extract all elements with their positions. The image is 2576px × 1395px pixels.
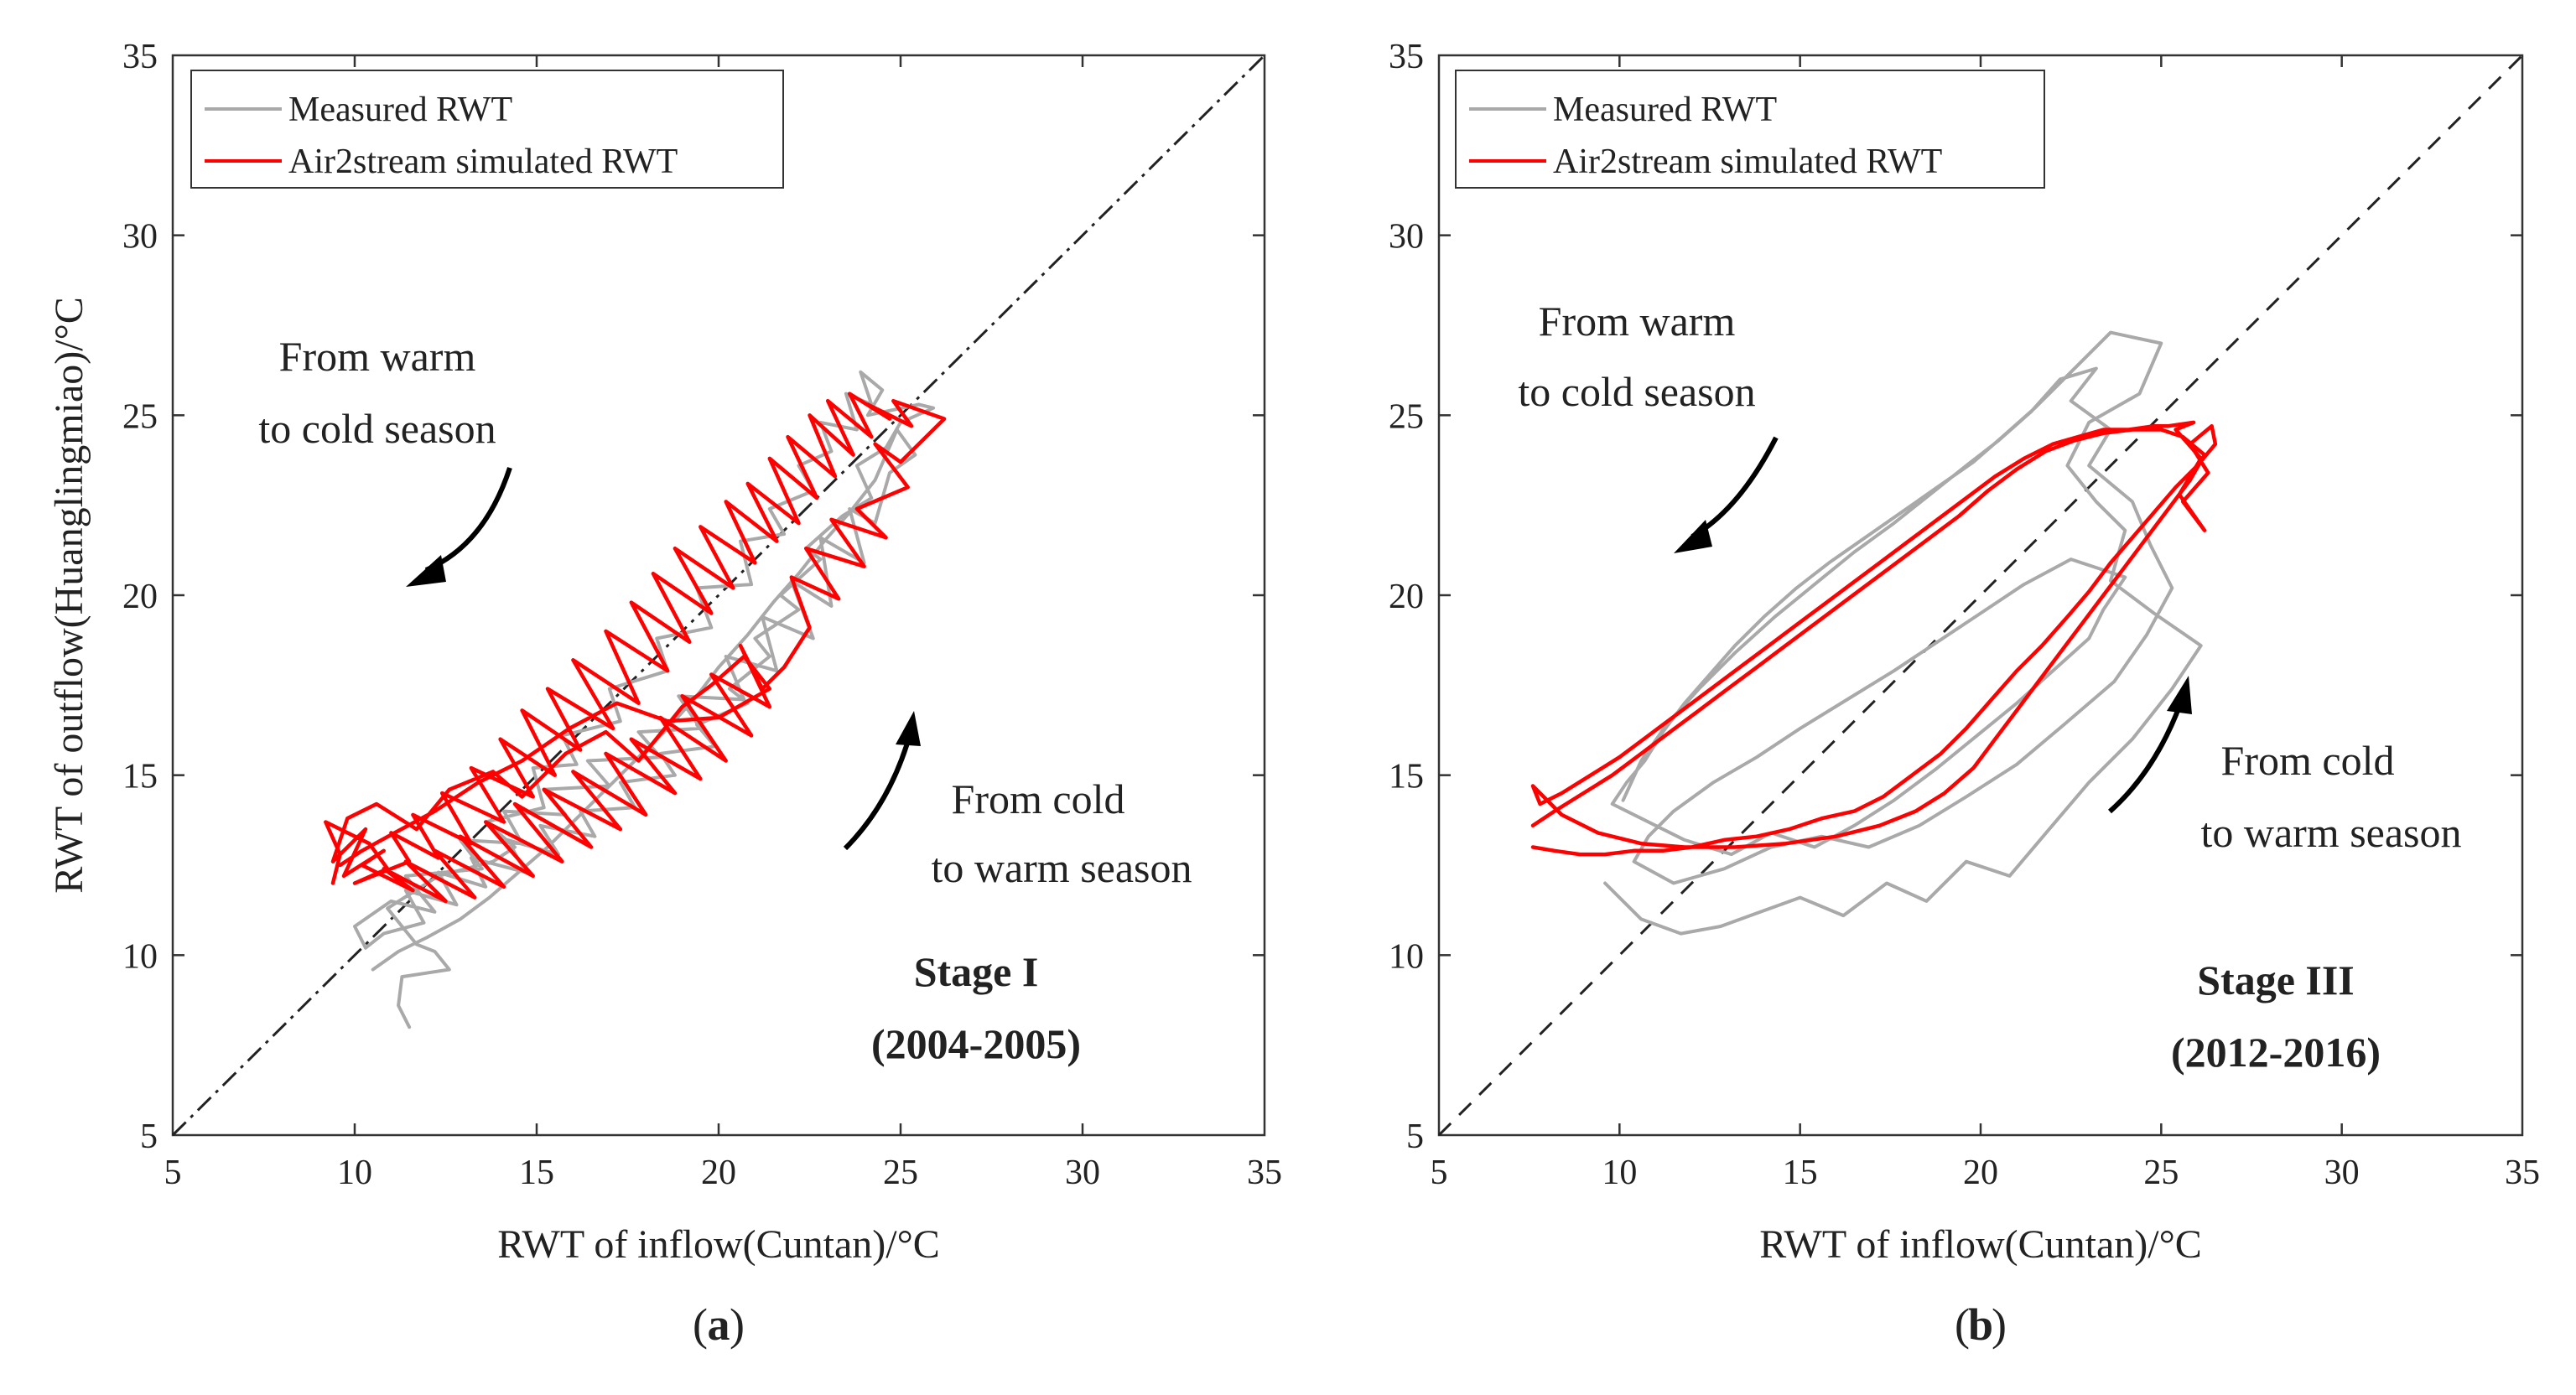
- panel-b: 5 10 15 20 25 30 35 5 10 15 20 25 30 35 RWT of inflo…: [1389, 38, 2540, 1350]
- panel-b-y-tick-label: 5: [1406, 1118, 1424, 1156]
- panel-b-annotation-warm-to-cold-line2: to cold season: [1518, 368, 1755, 415]
- svg-text:(: (: [1955, 1299, 1970, 1350]
- panel-a-x-tick-label: 10: [337, 1154, 372, 1192]
- panel-b-x-tick-label: 10: [1602, 1154, 1637, 1192]
- panel-a-stage-years: (2004-2005): [871, 1020, 1081, 1067]
- panel-a-y-tick-label: 15: [122, 758, 158, 796]
- panel-a-legend-label-simulated: Air2stream simulated RWT: [288, 143, 678, 181]
- panel-a-annotation-cold-to-warm-line2: to warm season: [931, 844, 1192, 891]
- panel-a-y-axis-label: RWT of outflow(Huanglingmiao)/°C: [47, 297, 91, 894]
- panel-a-y-tick-label: 30: [122, 218, 158, 257]
- panel-a-y-tick-label: 35: [122, 38, 158, 76]
- panel-b-arrow-warm-to-cold-head: [1674, 520, 1712, 553]
- panel-a-legend-box: [190, 70, 784, 189]
- panel-a-sublabel-letter: a: [708, 1299, 730, 1350]
- panel-a-arrow-cold-to-warm: [843, 737, 911, 851]
- panel-a-identity-line-path: [171, 54, 1266, 1137]
- panel-a-x-tick-label: 20: [701, 1154, 736, 1192]
- panel-a-x-tick-label: 35: [1247, 1154, 1282, 1192]
- panel-b-sublabel: ( b ): [1955, 1299, 2007, 1350]
- panel-a-x-ticks: 5 10 15 20 25 30 35: [164, 55, 1282, 1192]
- panel-a-identity-line: [171, 54, 1266, 1137]
- panel-a-annotation-warm-to-cold-line1: From warm: [279, 333, 476, 380]
- panel-b-x-tick-label: 15: [1783, 1154, 1818, 1192]
- panel-a-series-simulated: [324, 392, 947, 904]
- panel-a-y-tick-label: 5: [140, 1118, 158, 1156]
- panel-b-y-tick-label: 15: [1389, 758, 1424, 796]
- svg-text:): ): [730, 1299, 745, 1350]
- panel-a-x-tick-label: 15: [519, 1154, 554, 1192]
- panel-b-y-tick-label: 25: [1389, 397, 1424, 436]
- panel-a-stage-label: Stage I: [914, 948, 1039, 995]
- panel-a-x-axis-label: RWT of inflow(Cuntan)/°C: [497, 1222, 940, 1267]
- panel-a-x-tick-label: 25: [883, 1154, 918, 1192]
- svg-text:(: (: [693, 1299, 708, 1350]
- panel-b-annotation-warm-to-cold-line1: From warm: [1539, 298, 1736, 345]
- panel-b-legend-label-measured: Measured RWT: [1553, 91, 1777, 129]
- panel-b-arrow-cold-to-warm: [2108, 703, 2183, 814]
- panel-b-y-tick-label: 35: [1389, 38, 1424, 76]
- panel-b-x-ticks: 5 10 15 20 25 30 35: [1431, 55, 2540, 1192]
- panel-b-y-tick-label: 20: [1389, 578, 1424, 616]
- svg-text:): ): [1992, 1299, 2007, 1350]
- panel-b-x-axis-label: RWT of inflow(Cuntan)/°C: [1759, 1222, 2202, 1267]
- panel-b-legend-label-simulated: Air2stream simulated RWT: [1553, 143, 1942, 181]
- panel-b-sublabel-letter: b: [1968, 1299, 1993, 1350]
- panel-a-arrow-warm-to-cold-head: [406, 555, 446, 587]
- panel-b-series-measured: [1603, 330, 2203, 936]
- panel-b-series-simulated-line: [1530, 420, 2218, 857]
- panel-a-annotation-cold-to-warm-line1: From cold: [952, 775, 1125, 822]
- panel-b-x-tick-label: 25: [2143, 1154, 2179, 1192]
- panel-a-legend: Measured RWT Air2stream simulated RWT: [190, 70, 784, 189]
- panel-b-annotation-cold-to-warm-line2: to warm season: [2200, 809, 2461, 856]
- panel-b-arrow-cold-to-warm-head: [2167, 676, 2192, 714]
- panel-a-x-tick-label: 30: [1065, 1154, 1100, 1192]
- panel-b-annotation-cold-to-warm-line1: From cold: [2221, 737, 2395, 784]
- panel-b-legend: Measured RWT Air2stream simulated RWT: [1455, 70, 2045, 189]
- panel-a-arrow-cold-to-warm-head: [896, 711, 921, 746]
- panel-b-x-tick-label: 5: [1431, 1154, 1448, 1192]
- panel-a: 5 10 15 20 25 30 35 5 10 15 20 25 30 35 RWT of inflo…: [47, 38, 1282, 1350]
- panel-b-y-tick-label: 30: [1389, 218, 1424, 257]
- panel-a-annotation-warm-to-cold-line2: to cold season: [258, 405, 496, 452]
- panel-b-series-measured-line: [1603, 330, 2203, 936]
- panel-b-series-simulated: [1530, 420, 2218, 857]
- panel-b-y-tick-label: 10: [1389, 937, 1424, 976]
- panel-a-plot-area: 5 10 15 20 25 30 35 5 10 15 20 25 30 35: [122, 38, 1282, 1192]
- panel-a-y-tick-label: 25: [122, 397, 158, 436]
- panel-b-plot-area: 5 10 15 20 25 30 35 5 10 15 20 25 30 35: [1389, 38, 2540, 1192]
- panel-b-y-ticks: 5 10 15 20 25 30 35: [1389, 38, 2522, 1156]
- panel-b-x-tick-label: 30: [2324, 1154, 2360, 1192]
- panel-b-stage-label: Stage III: [2197, 957, 2355, 1003]
- panel-b-stage-years: (2012-2016): [2171, 1029, 2381, 1076]
- panel-a-y-tick-label: 10: [122, 937, 158, 976]
- panel-a-x-tick-label: 5: [164, 1154, 182, 1192]
- panel-b-x-tick-label: 20: [1963, 1154, 1998, 1192]
- panel-b-x-tick-label: 35: [2505, 1154, 2540, 1192]
- panel-b-legend-box: [1455, 70, 2045, 189]
- panel-a-y-tick-label: 20: [122, 578, 158, 616]
- panel-a-y-ticks: 5 10 15 20 25 30 35: [122, 38, 1265, 1156]
- panel-a-legend-label-measured: Measured RWT: [288, 91, 512, 129]
- panel-a-series-simulated-line: [324, 392, 947, 904]
- panel-a-sublabel: ( a ): [693, 1299, 745, 1350]
